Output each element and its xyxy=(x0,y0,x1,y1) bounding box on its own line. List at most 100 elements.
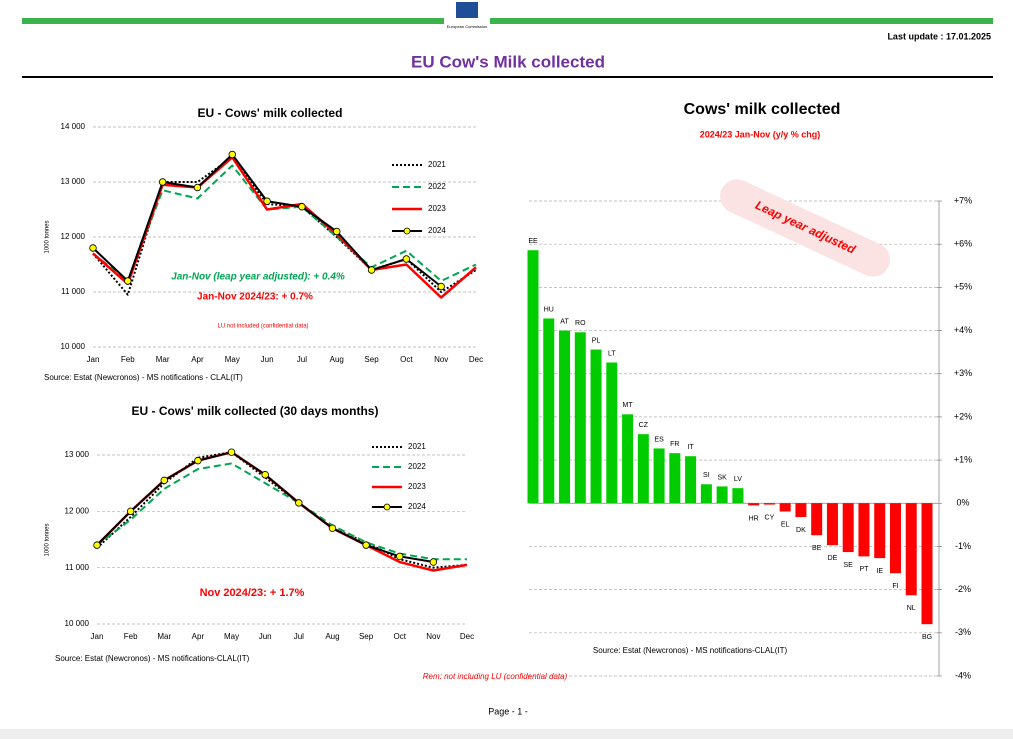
source: Source: Estat (Newcronos) - MS notificat… xyxy=(593,646,788,655)
bar xyxy=(826,503,838,546)
series-marker xyxy=(261,471,269,479)
bar xyxy=(685,456,697,504)
series-marker xyxy=(333,227,341,236)
bar xyxy=(889,503,901,574)
chart-title: Cows' milk collected xyxy=(684,101,841,118)
annotation-box xyxy=(720,179,890,277)
category-label: MT xyxy=(623,402,634,409)
series-marker xyxy=(437,282,445,291)
category-label: IT xyxy=(687,444,694,451)
bar xyxy=(527,250,539,504)
series-marker xyxy=(228,150,236,159)
category-label: BG xyxy=(922,634,932,641)
series-marker xyxy=(124,277,132,285)
legend-label: 2023 xyxy=(408,482,426,491)
series-marker xyxy=(362,541,370,549)
series-marker xyxy=(227,448,236,456)
x-tick-label: Oct xyxy=(394,632,407,641)
y-tick-label: +2% xyxy=(954,411,972,421)
x-tick-label: Jul xyxy=(297,355,307,364)
remark: Rem: not including LU (confidential data… xyxy=(423,672,568,681)
y-tick-label: 12 000 xyxy=(65,506,90,515)
series-line xyxy=(92,164,477,282)
category-label: FR xyxy=(670,441,679,448)
bar xyxy=(622,414,634,504)
x-tick-label: Jan xyxy=(87,355,100,364)
series-marker xyxy=(298,203,306,211)
category-label: RO xyxy=(575,320,586,327)
x-tick-label: Mar xyxy=(157,632,171,641)
legend-marker xyxy=(383,503,391,511)
x-tick-label: Dec xyxy=(469,355,483,364)
category-label: CY xyxy=(765,514,775,521)
category-label: IE xyxy=(876,568,883,575)
legend-label: 2024 xyxy=(428,226,446,235)
series-marker xyxy=(295,499,303,507)
series-marker xyxy=(89,244,97,252)
y-tick-label: +5% xyxy=(954,282,972,292)
bar xyxy=(543,318,555,504)
x-tick-label: Sep xyxy=(364,355,379,364)
x-tick-label: Apr xyxy=(192,632,205,641)
x-tick-label: Apr xyxy=(191,355,204,364)
x-tick-label: Aug xyxy=(325,632,339,641)
y-tick-label: 12 000 xyxy=(61,232,86,241)
page-number: Page - 1 - xyxy=(488,706,528,716)
series-marker xyxy=(367,266,376,274)
y-tick-label: +1% xyxy=(954,454,972,464)
y-tick-label: -4% xyxy=(955,670,971,680)
series-line xyxy=(96,462,467,561)
series-marker xyxy=(158,178,167,186)
x-tick-label: Mar xyxy=(156,355,170,364)
bar xyxy=(574,332,586,504)
chart-title: EU - Cows' milk collected (30 days month… xyxy=(132,404,379,418)
x-tick-label: Jan xyxy=(91,632,104,641)
category-label: LV xyxy=(734,476,742,483)
x-tick-label: Jun xyxy=(261,355,274,364)
x-tick-label: Aug xyxy=(330,355,344,364)
bar xyxy=(732,488,744,504)
logo-flag xyxy=(456,2,478,18)
category-label: FI xyxy=(892,583,898,590)
bar xyxy=(763,503,775,505)
y-tick-label: 14 000 xyxy=(61,122,86,131)
legend-label: 2022 xyxy=(408,462,426,471)
bar xyxy=(842,503,854,553)
y-tick-label: 11 000 xyxy=(61,287,85,296)
series-marker xyxy=(194,456,202,465)
category-label: ES xyxy=(654,436,664,443)
chart-subtitle: 2024/23 Jan-Nov (y/y % chg) xyxy=(700,129,821,139)
bar xyxy=(559,330,571,504)
legend-label: 2023 xyxy=(428,204,446,213)
category-label: SK xyxy=(717,474,727,481)
category-label: DK xyxy=(796,527,806,534)
bar xyxy=(590,349,602,504)
series-marker xyxy=(126,507,135,516)
x-tick-label: Sep xyxy=(359,632,374,641)
x-tick-label: Oct xyxy=(400,355,413,364)
bar xyxy=(858,503,870,557)
bar xyxy=(606,362,618,504)
annotation: Jan-Nov (leap year adjusted): + 0.4% xyxy=(171,272,345,283)
bar xyxy=(921,503,933,625)
bottom-band xyxy=(0,729,1013,739)
source: Source: Estat (Newcronos) - MS notificat… xyxy=(55,654,250,663)
bar xyxy=(748,503,760,506)
category-label: PT xyxy=(859,566,869,573)
chart-title: EU - Cows' milk collected xyxy=(198,106,343,120)
annotation: Nov 2024/23: + 1.7% xyxy=(200,587,305,599)
y-tick-label: 11 000 xyxy=(65,563,89,572)
legend-label: 2022 xyxy=(428,182,446,191)
category-label: BE xyxy=(812,545,822,552)
bar xyxy=(811,503,823,536)
legend-label: 2024 xyxy=(408,502,426,511)
series-marker xyxy=(263,197,271,205)
category-label: HR xyxy=(749,515,759,522)
x-tick-label: Feb xyxy=(124,632,138,641)
category-label: SI xyxy=(703,472,710,479)
series-marker xyxy=(396,552,404,561)
annotation: Jan-Nov 2024/23: + 0.7% xyxy=(197,292,313,303)
bar xyxy=(637,434,649,504)
category-label: SE xyxy=(844,562,854,569)
